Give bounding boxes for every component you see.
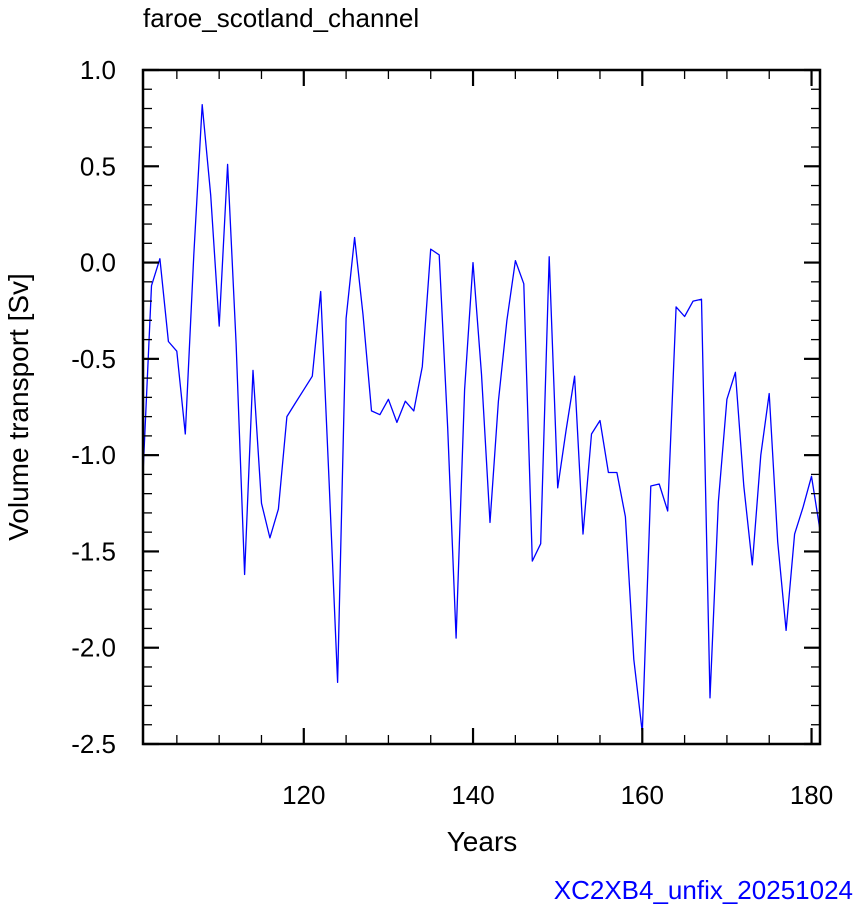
x-tick-label: 180	[790, 780, 833, 810]
y-tick-label: 1.0	[80, 55, 116, 85]
y-tick-label: -2.5	[71, 729, 116, 759]
y-tick-label: -1.5	[71, 536, 116, 566]
plot-frame	[141, 68, 822, 746]
x-tick-label: 140	[451, 780, 494, 810]
x-tick-label: 120	[282, 780, 325, 810]
y-tick-label: -0.5	[71, 344, 116, 374]
y-tick-labels: 1.0 0.5 0.0 -0.5 -1.0 -1.5 -2.0 -2.5	[71, 55, 116, 759]
x-tick-label: 160	[621, 780, 664, 810]
x-axis-label: Years	[447, 826, 518, 857]
x-tick-labels: 120 140 160 180	[282, 780, 833, 810]
chart-caption: XC2XB4_unfix_20251024	[554, 875, 853, 905]
y-tick-label: -2.0	[71, 633, 116, 663]
y-tick-label: 0.5	[80, 151, 116, 181]
y-axis-label: Volume transport [Sv]	[3, 273, 34, 541]
chart-title: faroe_scotland_channel	[143, 3, 419, 33]
y-tick-label: 0.0	[80, 248, 116, 278]
series-line	[142, 104, 821, 734]
plot-area	[142, 104, 821, 734]
y-tick-label: -1.0	[71, 440, 116, 470]
